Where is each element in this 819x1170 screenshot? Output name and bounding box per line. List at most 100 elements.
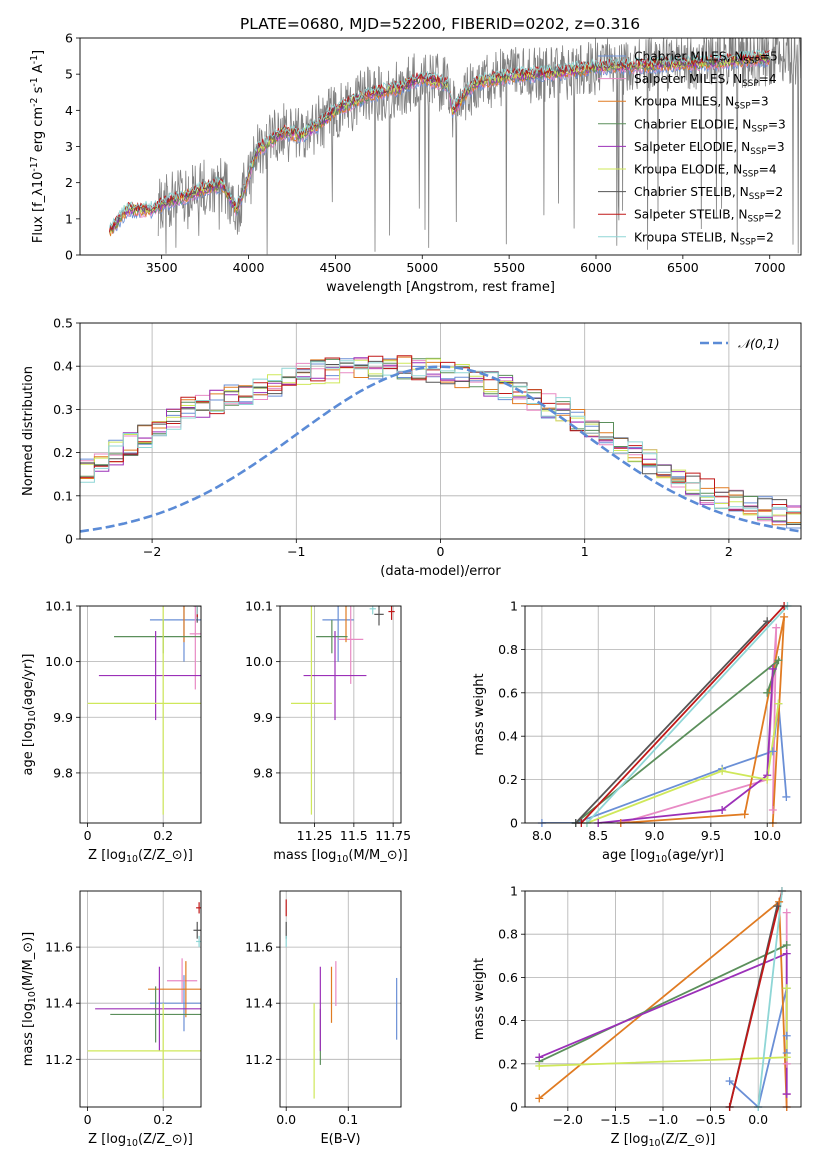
label-part: (age/yr)] [667,848,724,863]
y-axis-label: Flux [f_λ10-17 erg cm-2 s-1 A-1] [29,50,46,243]
label-part: ] [31,50,46,55]
x-axis-label: (data-model)/error [380,564,501,579]
axes-frame [524,890,802,1108]
label-part: s [31,86,46,97]
label-part: Chabrier MILES, N [634,50,743,64]
marker-plus [763,688,772,697]
plot-area [525,606,801,823]
label-part: mass weight [472,958,487,1040]
label-part: mass [log [273,848,336,863]
label-part: A [31,64,46,77]
panel-mw_age: 8.0 8.5 9.0 9.5 10.0 0 0.2 0.4 0.6 0.8 1 age [log10… [472,599,802,865]
y-tick-label: 9.9 [53,710,73,725]
label-part: 10 [336,854,348,865]
x-tick-label: 0 [437,544,445,559]
x-tick-label: 4000 [233,260,265,275]
y-tick-label: 0.2 [498,1056,518,1071]
marker-plus [780,612,789,621]
x-tick-label: 6500 [667,260,699,275]
x-tick-label: −1.0 [648,1112,678,1127]
marker-plus [718,805,727,814]
marker-plus [775,897,784,906]
y-tick-label: 3 [65,139,73,154]
y-tick-label: 10.0 [245,654,273,669]
mass-weight-line-chabrier-miles [541,703,788,823]
x-tick-label: 2 [725,544,733,559]
label-part: Salpeter MILES, N [634,72,742,86]
mass-weight-line-salpeter-stelib [580,606,785,823]
marker-plus [725,1077,734,1086]
marker-plus [763,617,772,626]
panel-age_mass: 11.25 11.5 11.75 9.8 9.9 10.0 10.1 mass [log10(… [245,599,411,866]
x-axis-label: E(B-V) [320,1132,360,1147]
label-part: (age/yr)] [21,654,36,711]
y-tick-label: 9.8 [253,765,273,780]
label-part: =2 [765,185,783,199]
label-part: Salpeter ELODIE, N [634,140,750,154]
y-tick-label: 0.2 [498,772,518,787]
label-part: Chabrier STELIB, N [634,185,749,199]
y-tick-label: 1 [65,211,73,226]
y-tick-label: 1 [510,599,518,614]
legend-label: Chabrier ELODIE, NSSP=3 [634,117,786,134]
panel-spectrum: 3500 4000 4500 5000 5500 6000 6500 7000 0 1 2 3 4 5 6 w… [29,31,802,295]
y-tick-label: 11.2 [245,1052,273,1067]
label-part: (Z/Z_⊙)] [138,848,193,863]
x-tick-label: 0.0 [276,1112,296,1127]
y-tick-label: 9.9 [253,710,273,725]
panel-mw_Z: −2.0 −1.5 −1.0 −0.5 0.0 0 0.2 0.4 0.6 0.8 1 Z [log1… [472,884,802,1149]
y-axis-label: Normed distribution [21,366,36,496]
label-part: SSP [734,102,750,112]
y-tick-label: 0.5 [53,316,73,331]
label-part: SSP [747,215,763,225]
marker-plus [535,1061,544,1070]
label-part: Kroupa STELIB, N [634,230,740,244]
label-part: Z [log [88,848,126,863]
y-tick-label: 0.6 [498,685,518,700]
x-tick-label: 11.75 [375,828,411,843]
marker-plus [782,1031,791,1040]
legend-label: Chabrier MILES, NSSP=5 [634,50,778,67]
axes-frame [279,890,402,1108]
label-part: =4 [759,163,777,177]
mass-weight-line-chabrier-elodie [538,944,788,1063]
x-tick-label: −2 [143,544,161,559]
x-tick-label: 9.5 [701,828,721,843]
label-part: -17 [29,156,40,171]
y-tick-label: 0.8 [498,642,518,657]
label-part: -1 [29,55,40,64]
label-part: 10 [126,1138,138,1149]
residual-histogram-chabrier-stelib [80,360,801,528]
label-part: 10 [649,1138,661,1149]
marker-plus [535,1053,544,1062]
residual-histogram-salpeter-elodie [80,357,801,523]
label-part: wavelength [Angstrom, rest frame] [326,280,555,295]
x-tick-label: 0.2 [153,828,173,843]
panel-mass_EBV: 0.0 0.1 11.2 11.4 11.6 E(B-V) [245,890,402,1147]
x-tick-label: 10.0 [753,828,781,843]
marker-plus [782,1090,791,1099]
x-axis-label: age [log10(age/yr)] [602,848,724,865]
label-part: (Z/Z_⊙)] [661,1132,716,1147]
label-part: Kroupa ELODIE, N [634,163,742,177]
x-axis-label: Z [log10(Z/Z_⊙)] [88,848,193,865]
x-tick-label: 0.2 [153,1112,173,1127]
legend-label: Salpeter ELODIE, NSSP=3 [634,140,785,157]
y-tick-label: 11.4 [45,996,73,1011]
x-tick-label: 9.0 [645,828,665,843]
label-part: mass [log [21,1003,36,1066]
panel-residuals: −2 −1 0 1 2 0 0.1 0.2 0.3 0.4 0.5 (data-model)/erro… [21,316,802,579]
label-part: =2 [764,208,782,222]
y-axis-label: mass [log10(M/M_⊙)] [21,932,38,1067]
axes-frame [79,605,202,824]
label-part: =5 [760,50,778,64]
label-part: -2 [29,97,40,106]
label-part: (M/M_⊙)] [21,932,36,991]
x-tick-label: 0.0 [748,1112,768,1127]
y-tick-label: 0.8 [498,927,518,942]
axes-frame [279,605,402,824]
label-part: SSP [750,147,766,157]
legend-label: Salpeter STELIB, NSSP=2 [634,208,782,225]
panel-age_Z: 0 0.29.89.910.010.1Z [log10(Z/Z_⊙)]age [l… [21,599,202,865]
